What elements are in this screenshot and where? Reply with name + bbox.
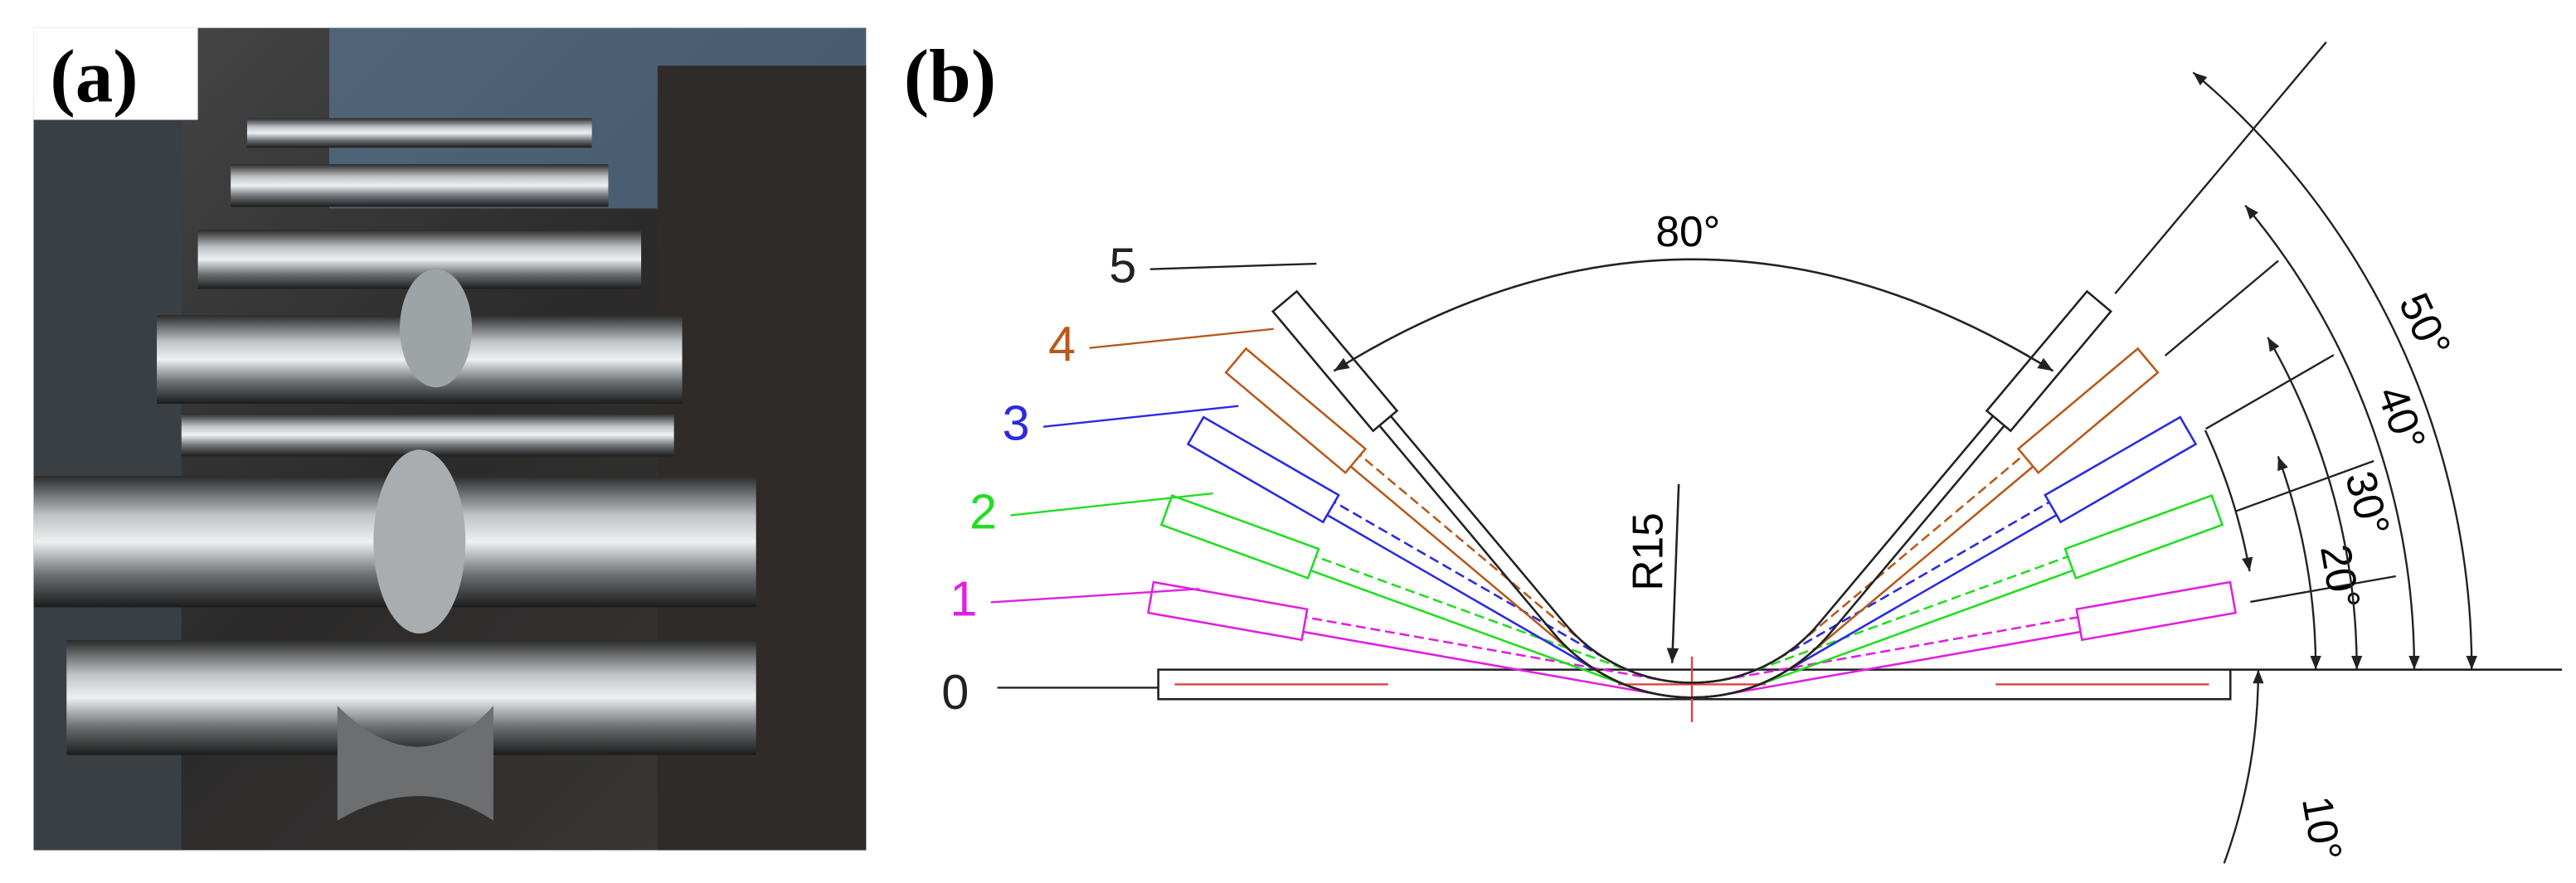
strip-end <box>1146 580 1309 642</box>
strip-end <box>2075 580 2238 642</box>
photo-roller <box>246 118 592 148</box>
angle-label: 10° <box>2293 793 2352 865</box>
strip-end <box>2016 347 2160 474</box>
radius-label: R15 <box>1623 512 1671 590</box>
photo-roller <box>181 413 674 457</box>
strip-end <box>1224 347 1368 474</box>
leader-line <box>1089 327 1274 349</box>
extension-line <box>2164 260 2279 357</box>
stage-label: 0 <box>941 664 969 720</box>
photo-roller <box>231 163 609 207</box>
flat-strip <box>1157 668 2232 701</box>
photo-panel: (a) <box>33 27 867 851</box>
photo-roller-flange <box>373 449 466 634</box>
leader-line <box>1010 492 1213 517</box>
bend-angle-label: 80° <box>1655 207 1720 255</box>
angle-arc <box>2192 71 2477 670</box>
bend-arc <box>1333 258 2054 372</box>
stage-label: 1 <box>950 570 977 626</box>
strip-edge <box>1169 502 2215 684</box>
stage-label: 4 <box>1048 317 1076 372</box>
photo-roller-flange <box>400 269 473 388</box>
panel-label-box <box>33 27 198 120</box>
stage-label: 2 <box>970 483 997 539</box>
panel-label: (a) <box>50 35 138 119</box>
leader-line <box>990 588 1200 604</box>
extension-line <box>2205 354 2335 430</box>
extension-line <box>2114 41 2327 294</box>
radius-leader <box>1666 483 1680 663</box>
angle-arc <box>2223 669 2264 864</box>
strip-edge <box>1289 295 2094 684</box>
leader-line <box>1043 405 1239 428</box>
angle-label: 50° <box>2390 285 2461 364</box>
photo-roller <box>66 640 756 755</box>
leader-line <box>1149 262 1317 270</box>
strip-end <box>2063 494 2224 580</box>
strip-end <box>1186 415 1340 524</box>
strip-edge <box>1278 305 2106 699</box>
photo-strip <box>337 706 493 821</box>
stage-label: 3 <box>1003 395 1030 451</box>
angle-label: 30° <box>2336 466 2399 541</box>
strip-end <box>2044 415 2198 524</box>
angle-label: 20° <box>2311 541 2370 613</box>
panel-label: (b) <box>904 35 996 119</box>
strip-end <box>1159 494 1320 580</box>
stage-label: 5 <box>1109 237 1136 293</box>
